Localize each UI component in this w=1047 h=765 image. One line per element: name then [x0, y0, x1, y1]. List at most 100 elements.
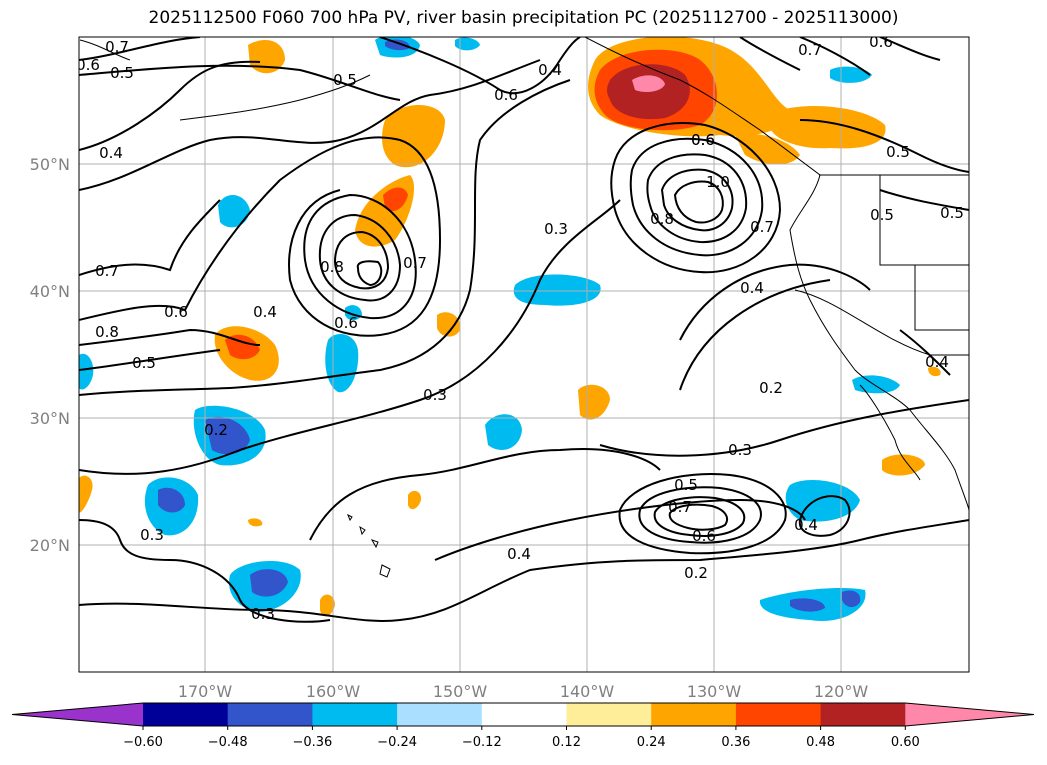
contour-label: 0.7: [105, 38, 129, 56]
precip-orange-blob: [770, 105, 886, 149]
contour-label: 0.6: [692, 527, 716, 545]
colorbar-segment: [481, 703, 567, 726]
lat-labels: 20°N 30°N 40°N 50°N: [30, 155, 70, 555]
lon-label: 150°W: [433, 682, 488, 701]
precip-pink-core: [632, 75, 665, 92]
contour-label: 0.4: [538, 61, 562, 79]
contour-label: 0.7: [403, 254, 427, 272]
contour-label: 0.7: [95, 262, 119, 280]
colorbar-tick-label: 0.12: [552, 735, 581, 750]
precip-orange-blob: [79, 475, 93, 513]
colorbar-segment: [820, 703, 906, 726]
contour-label: 0.5: [674, 476, 698, 494]
contour-label: 0.5: [110, 64, 134, 82]
precip-cyan-blob: [455, 37, 480, 51]
contour-label: 0.5: [132, 354, 156, 372]
contour-label: 0.8: [320, 258, 344, 276]
precip-orange-blob: [248, 518, 263, 527]
colorbar-segment: [566, 703, 652, 726]
precip-blue-blob: [205, 416, 250, 455]
lat-label: 50°N: [30, 155, 70, 174]
lon-label: 140°W: [560, 682, 615, 701]
colorbar-extend-high: [905, 703, 1034, 726]
contour-label: 0.7: [750, 218, 774, 236]
contour-label: 0.4: [740, 279, 764, 297]
contour-label: 0.7: [668, 498, 692, 516]
lon-label: 160°W: [306, 682, 361, 701]
precip-orange-blob: [928, 366, 941, 377]
colorbar-segment: [397, 703, 483, 726]
precip-cyan-blob: [79, 353, 94, 390]
precip-blue-blob: [250, 569, 288, 597]
contour-label: 0.4: [794, 516, 818, 534]
contour-label: 0.8: [95, 323, 119, 341]
lat-label: 40°N: [30, 282, 70, 301]
contour-label: 1.0: [706, 173, 730, 191]
colorbar-segment: [651, 703, 737, 726]
contour-label: 0.3: [544, 220, 568, 238]
colorbar-tick-label: −0.60: [123, 735, 163, 750]
colorbar-segment: [735, 703, 822, 726]
colorbar-tick-label: −0.48: [208, 735, 248, 750]
precip-orange-blob: [320, 594, 335, 617]
colorbar-segment: [312, 703, 398, 726]
precip-cyan-blob: [218, 194, 250, 228]
precip-cyan-blob: [513, 274, 601, 306]
contour-label: 0.6: [164, 303, 188, 321]
contour-label: 0.2: [684, 564, 708, 582]
precip-cyan-blob: [485, 414, 522, 450]
lon-label: 130°W: [687, 682, 742, 701]
contour-label: 0.6: [334, 314, 358, 332]
contour-label: 0.6: [691, 131, 715, 149]
contour-label: 0.4: [925, 353, 949, 371]
precip-orange-blob: [882, 454, 925, 476]
precip-red-blob: [383, 187, 408, 212]
lat-label: 20°N: [30, 536, 70, 555]
precip-orange-blob: [382, 105, 445, 168]
lat-label: 30°N: [30, 409, 70, 428]
colorbar-tick-label: 0.24: [637, 735, 666, 750]
contour-label: 0.3: [423, 386, 447, 404]
precip-shading: [79, 37, 941, 621]
contour-label: 0.4: [507, 545, 531, 563]
map-frame: [78, 36, 970, 673]
pv-contours: [79, 37, 969, 623]
contour-label: 0.6: [691, 131, 715, 149]
precip-blue-blob: [842, 590, 861, 608]
colorbar-extend-low: [12, 703, 143, 726]
contour-label: 0.7: [798, 41, 822, 59]
contour-label: 0.6: [76, 56, 100, 74]
colorbar-tick-label: 0.48: [806, 735, 835, 750]
colorbar-segment: [143, 703, 229, 726]
contour-label: 0.4: [253, 303, 277, 321]
contour-label: 0.3: [728, 441, 752, 459]
colorbar: −0.60 −0.48 −0.36 −0.24 −0.12 0.12 0.24 0.36 0.4…: [11, 702, 1035, 750]
contour-label: 0.4: [99, 144, 123, 162]
contour-label: 0.2: [759, 379, 783, 397]
contour-label: 0.3: [140, 526, 164, 544]
lon-label: 170°W: [178, 682, 233, 701]
contour-labels: 0.7 0.6 0.5 0.5 0.6 0.4 0.6 0.7 0.6 0.5 …: [76, 33, 964, 623]
lon-label: 120°W: [814, 682, 869, 701]
contour-label: 0.6: [494, 86, 518, 104]
precip-orange-blob: [437, 312, 461, 337]
precip-orange-blob: [735, 133, 800, 165]
contour-label: 0.5: [870, 206, 894, 224]
precip-blue-blob: [158, 487, 185, 513]
contour-label: 0.5: [333, 71, 357, 89]
colorbar-segment: [227, 703, 313, 726]
contour-label: 0.2: [204, 421, 228, 439]
precip-orange-blob: [248, 40, 285, 74]
colorbar-tick-label: −0.36: [292, 735, 332, 750]
lon-labels: 170°W 160°W 150°W 140°W 130°W 120°W: [178, 682, 869, 701]
colorbar-tick-label: −0.12: [462, 735, 502, 750]
contour-label: 0.6: [869, 33, 893, 51]
contour-label: 0.8: [650, 210, 674, 228]
precip-blue-blob: [385, 39, 410, 51]
precip-orange-blob: [408, 490, 422, 510]
contour-label: 0.3: [251, 605, 275, 623]
colorbar-tick-label: 0.60: [891, 735, 920, 750]
contour-label: 0.5: [940, 204, 964, 222]
colorbar-tick-label: 0.36: [721, 735, 750, 750]
